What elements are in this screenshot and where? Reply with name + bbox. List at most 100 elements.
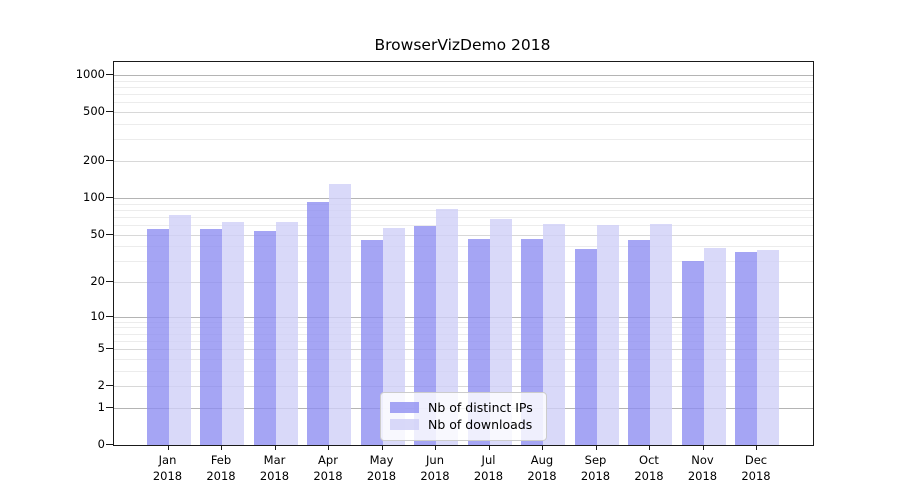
x-tick-label-oct: Oct 2018 (634, 453, 664, 483)
y-tick-label-50: 50 (90, 226, 105, 241)
gridline-1000 (114, 75, 813, 76)
gridline-5 (114, 349, 813, 351)
bar-downloads-jan (168, 214, 191, 445)
x-tick-label-apr: Apr 2018 (313, 453, 343, 483)
y-tick-mark-100 (106, 196, 113, 199)
gridline-70 (114, 216, 813, 218)
gridline-7 (114, 333, 813, 335)
gridline-700 (114, 94, 813, 96)
y-tick-mark-2 (106, 385, 113, 387)
y-tick-mark-10 (106, 315, 113, 317)
gridline-50 (114, 234, 813, 236)
legend-row-ips: Nb of distinct IPs (390, 399, 536, 416)
bar-ips-may (360, 240, 383, 445)
y-tick-label-10: 10 (90, 308, 105, 323)
x-tick-mark-oct (649, 445, 651, 450)
x-tick-label-sep: Sep 2018 (580, 453, 611, 483)
gridline-800 (114, 87, 813, 88)
gridline-40 (114, 246, 813, 248)
gridline-30 (114, 261, 813, 263)
gridline-3 (114, 370, 813, 372)
gridline-400 (114, 124, 813, 125)
x-tick-mark-feb (221, 445, 223, 450)
y-tick-label-20: 20 (90, 274, 105, 288)
y-tick-label-500: 500 (83, 104, 105, 119)
bar-downloads-sep (596, 224, 619, 445)
x-tick-mark-sep (595, 445, 597, 450)
y-tick-mark-1 (106, 406, 113, 409)
gridline-90 (114, 203, 813, 205)
x-tick-label-mar: Mar 2018 (259, 453, 290, 483)
bar-downloads-feb (222, 222, 244, 445)
x-tick-mark-aug (542, 445, 544, 450)
bars-layer (114, 62, 813, 445)
legend-label-downloads: Nb of downloads (428, 417, 533, 432)
x-tick-mark-jun (435, 445, 437, 450)
bar-ips-mar (253, 231, 276, 445)
y-tick-mark-1000 (106, 74, 113, 76)
bar-ips-feb (200, 228, 222, 445)
legend-swatch-distinct-ips (390, 402, 419, 413)
gridline-300 (114, 139, 813, 141)
gridline-200 (114, 161, 813, 162)
x-tick-mark-mar (274, 445, 276, 450)
gridline-6 (114, 340, 813, 342)
plot-area: Nb of distinct IPs Nb of downloads (113, 61, 814, 446)
y-tick-mark-0 (106, 444, 113, 446)
x-tick-mark-may (381, 445, 383, 450)
bar-ips-jan (146, 229, 169, 445)
x-tick-label-may: May 2018 (366, 453, 397, 483)
x-tick-label-jul: Jul 2018 (473, 453, 504, 483)
y-tick-label-1000: 1000 (75, 67, 105, 81)
y-tick-label-1: 1 (97, 399, 105, 414)
y-tick-label-200: 200 (83, 153, 105, 167)
x-tick-label-feb: Feb 2018 (206, 453, 236, 483)
y-tick-label-0: 0 (97, 437, 105, 451)
legend: Nb of distinct IPs Nb of downloads (380, 392, 547, 441)
gridline-8 (114, 327, 813, 329)
x-tick-mark-dec (756, 445, 758, 450)
gridline-500 (114, 112, 813, 114)
legend-label-distinct-ips: Nb of distinct IPs (428, 400, 533, 415)
bar-downloads-oct (650, 224, 672, 445)
x-tick-mark-jan (167, 445, 169, 450)
gridline-80 (114, 209, 813, 211)
bar-ips-oct (628, 240, 650, 445)
y-tick-label-5: 5 (97, 341, 105, 356)
legend-swatch-downloads (390, 419, 419, 430)
x-tick-mark-apr (328, 445, 330, 450)
x-tick-mark-jul (488, 445, 490, 450)
bar-downloads-apr (329, 183, 351, 445)
bar-downloads-dec (757, 250, 779, 445)
bar-downloads-mar (275, 221, 298, 445)
bar-downloads-may (382, 227, 405, 445)
gridline-2 (114, 386, 813, 388)
legend-row-downloads: Nb of downloads (390, 416, 536, 433)
gridline-10 (114, 316, 813, 318)
bar-ips-apr (307, 201, 329, 445)
y-tick-mark-200 (106, 160, 113, 162)
bar-ips-nov (681, 261, 704, 445)
bar-downloads-jun (436, 209, 458, 445)
chart-title: BrowserVizDemo 2018 (374, 36, 551, 54)
x-tick-label-dec: Dec 2018 (741, 453, 771, 483)
y-tick-mark-500 (106, 111, 113, 113)
x-tick-label-jan: Jan 2018 (152, 453, 183, 483)
y-tick-label-2: 2 (97, 378, 105, 393)
bar-ips-jun (414, 225, 436, 445)
gridline-900 (114, 80, 813, 82)
gridline-9 (114, 321, 813, 323)
y-tick-mark-5 (106, 348, 113, 350)
y-tick-label-100: 100 (83, 189, 105, 204)
y-tick-mark-50 (106, 233, 113, 235)
bar-downloads-jul (489, 219, 512, 445)
x-tick-label-jun: Jun 2018 (420, 453, 450, 483)
x-tick-mark-nov (702, 445, 704, 450)
bar-downloads-nov (703, 247, 726, 445)
gridline-100 (114, 197, 813, 199)
gridline-20 (114, 282, 813, 283)
bar-downloads-aug (543, 224, 565, 445)
x-tick-label-nov: Nov 2018 (687, 453, 718, 483)
gridline-60 (114, 224, 813, 226)
y-tick-mark-20 (106, 281, 113, 283)
